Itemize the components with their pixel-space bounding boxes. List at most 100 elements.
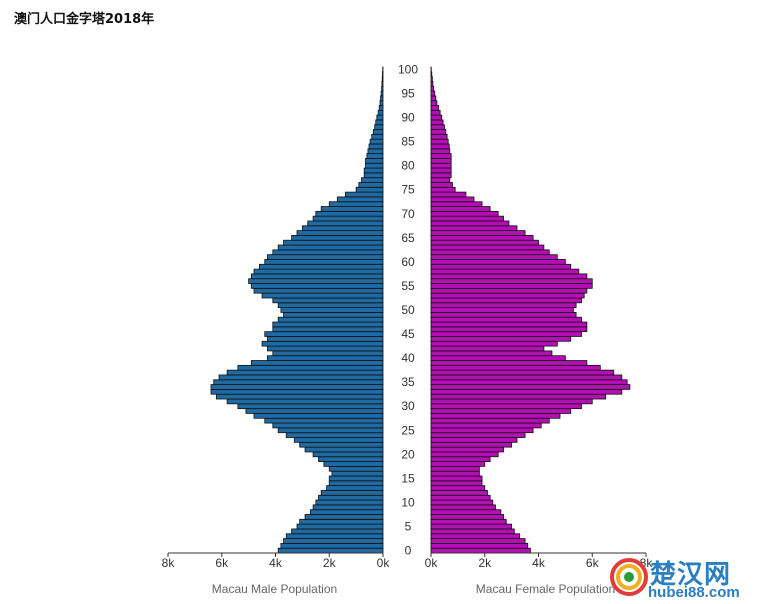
female-bar-age-43	[430, 340, 558, 347]
male-bar-age-15	[328, 475, 384, 482]
female-bar-age-6	[430, 518, 507, 525]
female-bar-age-69	[430, 215, 504, 222]
male-bar-age-73	[336, 196, 384, 203]
female-bar-age-53	[430, 292, 585, 299]
female-bar-age-48	[430, 316, 582, 323]
male-bar-age-42	[267, 345, 384, 352]
male-bar-age-44	[267, 336, 384, 342]
female-axis-label: Macau Female Population	[476, 582, 615, 596]
male-bar-age-6	[299, 518, 384, 525]
male-bar-age-26	[272, 422, 384, 429]
female-bar-age-49	[430, 312, 577, 318]
male-bar-age-27	[264, 417, 384, 424]
male-bar-age-91	[377, 109, 384, 116]
male-bar-age-14	[328, 480, 384, 487]
female-bar-age-33	[430, 388, 623, 395]
female-bar-age-35	[430, 379, 628, 385]
female-bar-age-46	[430, 326, 588, 333]
male-bar-age-82	[366, 153, 384, 159]
female-bar-age-21	[430, 446, 504, 453]
male-bar-age-31	[226, 398, 384, 405]
female-bar-age-26	[430, 422, 542, 429]
female-bar-age-98	[430, 76, 433, 82]
watermark-brand: 楚汉网	[650, 560, 732, 590]
male-bar-age-97	[381, 81, 384, 87]
female-bar-age-88	[430, 124, 445, 130]
male-bar-age-55	[250, 283, 384, 289]
female-bar-age-72	[430, 201, 483, 207]
male-bar-age-98	[381, 76, 384, 82]
female-bar-age-4	[430, 528, 515, 535]
female-bar-age-83	[430, 148, 451, 155]
male-bar-age-94	[380, 95, 384, 102]
age-tick-60: 60	[401, 255, 415, 269]
male-bar-age-8	[310, 509, 384, 515]
male-bar-age-33	[210, 388, 384, 395]
male-bar-age-21	[304, 446, 384, 453]
male-bar-age-78	[363, 172, 384, 179]
age-tick-30: 30	[401, 399, 415, 413]
male-bar-age-83	[367, 148, 384, 155]
female-bar-age-99	[430, 71, 433, 78]
male-bar-age-24	[285, 432, 384, 438]
female-bar-age-23	[430, 437, 518, 443]
age-tick-95: 95	[401, 86, 415, 100]
female-bar-age-97	[430, 81, 434, 87]
male-bar-age-36	[218, 374, 384, 381]
age-tick-15: 15	[401, 471, 415, 485]
female-x-tick-2k: 2k	[478, 556, 492, 570]
female-bar-age-12	[430, 490, 488, 496]
female-bar-age-25	[430, 427, 534, 434]
female-bar-age-55	[430, 283, 593, 289]
age-tick-75: 75	[401, 183, 415, 197]
age-tick-90: 90	[401, 111, 415, 125]
male-bar-age-9	[312, 504, 384, 511]
male-bar-age-76	[358, 182, 384, 188]
male-bar-age-87	[372, 129, 384, 135]
male-bar-age-60	[264, 259, 384, 265]
male-bar-age-50	[280, 307, 384, 313]
male-bar-age-43	[261, 340, 384, 347]
female-bar-age-73	[430, 196, 475, 203]
age-tick-70: 70	[401, 207, 415, 221]
female-bar-age-1	[430, 542, 529, 549]
female-bar-age-17	[430, 465, 480, 472]
female-bar-age-77	[430, 177, 451, 183]
male-bar-age-7	[304, 514, 384, 520]
male-bar-age-99	[382, 71, 384, 78]
age-tick-45: 45	[401, 327, 415, 341]
male-bar-age-25	[277, 427, 384, 434]
female-bar-age-7	[430, 514, 504, 520]
female-bar-age-70	[430, 210, 499, 217]
female-bar-age-59	[430, 263, 572, 270]
age-tick-100: 100	[398, 62, 418, 76]
female-bar-age-3	[430, 533, 521, 539]
female-bar-age-31	[430, 398, 593, 405]
male-bar-age-80	[365, 162, 384, 169]
female-bar-age-58	[430, 268, 580, 275]
age-tick-20: 20	[401, 447, 415, 461]
male-axis-label: Macau Male Population	[212, 582, 337, 596]
female-bar-age-34	[430, 384, 631, 390]
female-bar-age-8	[430, 509, 502, 515]
age-tick-85: 85	[401, 135, 415, 149]
age-tick-65: 65	[401, 231, 415, 245]
male-bar-age-89	[375, 119, 384, 126]
female-bar-age-71	[430, 206, 491, 212]
male-bar-age-70	[315, 210, 384, 217]
age-tick-10: 10	[401, 495, 415, 509]
male-bar-age-54	[253, 287, 384, 294]
female-bar-age-47	[430, 321, 588, 328]
female-bar-age-94	[430, 95, 437, 102]
age-tick-0: 0	[405, 544, 412, 558]
female-bar-age-96	[430, 85, 435, 92]
female-bar-age-75	[430, 186, 456, 193]
female-bar-age-11	[430, 494, 491, 501]
female-bar-age-64	[430, 239, 539, 246]
male-bar-age-11	[318, 494, 384, 501]
male-bar-age-53	[261, 292, 384, 299]
female-bar-age-2	[430, 538, 526, 544]
male-bar-age-52	[272, 297, 384, 304]
female-bars-group	[430, 66, 631, 554]
